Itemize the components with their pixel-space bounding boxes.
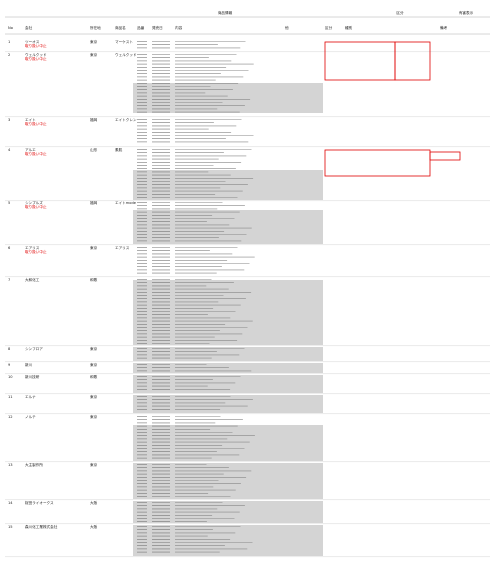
row-no: 9	[8, 363, 11, 367]
column-header: 発売日	[152, 25, 163, 30]
column-header: 区分	[325, 25, 333, 30]
company: 新川	[25, 362, 33, 367]
product: マーケスト	[115, 39, 133, 44]
row-no: 4	[8, 148, 11, 152]
row-no: 11	[8, 395, 13, 399]
location: 東京	[90, 39, 98, 44]
product: エアリス	[115, 245, 130, 250]
column-header: 品番	[137, 25, 145, 30]
shaded-rows	[133, 280, 323, 345]
location: 福岡	[90, 117, 98, 122]
column-header: No	[8, 26, 13, 30]
product: 素肌	[115, 147, 123, 152]
row-no: 2	[8, 53, 10, 57]
company: ノルテ	[25, 414, 36, 419]
shaded-rows	[133, 83, 323, 113]
shaded-rows	[133, 395, 323, 413]
product: エイトmode	[115, 201, 137, 205]
product: エイトクレン	[115, 117, 137, 122]
row-no: 15	[8, 525, 13, 529]
group-header: 有害表示	[459, 10, 474, 15]
group-header: 商品情報	[218, 10, 233, 15]
highlight	[324, 149, 431, 177]
company: シンプルズ	[25, 200, 43, 205]
column-header: 種別	[345, 25, 353, 30]
column-header: 所在地	[90, 25, 101, 30]
company: 桜田ライオークス	[25, 500, 54, 505]
column-header: 内容	[175, 25, 183, 30]
group-header: 区分	[396, 10, 404, 15]
row-no: 3	[8, 118, 10, 122]
location: 和歌	[90, 277, 98, 282]
location: 東京	[90, 462, 98, 467]
row-no: 12	[8, 415, 13, 419]
product: ウェルクッド	[115, 52, 137, 57]
location: 大阪	[90, 524, 98, 529]
company: 大和化工	[25, 277, 40, 282]
company: アルエ	[25, 147, 36, 152]
note: 取り扱い中止	[25, 121, 47, 126]
location: 東京	[90, 394, 98, 399]
note: 取り扱い中止	[25, 43, 47, 48]
row-no: 7	[8, 278, 10, 282]
company: 大主製作所	[25, 462, 43, 467]
column-header: 商品名	[115, 25, 126, 30]
note: 取り扱い中止	[25, 249, 47, 254]
shaded-rows	[133, 375, 323, 393]
company: ウェルクッド	[25, 52, 47, 57]
row-no: 14	[8, 501, 13, 505]
shaded-rows	[133, 425, 323, 461]
row-no: 13	[8, 463, 13, 467]
location: 山形	[90, 147, 98, 152]
company: エルナ	[25, 394, 36, 399]
location: 東京	[90, 362, 98, 367]
row-no: 10	[8, 375, 13, 379]
highlight	[429, 151, 461, 161]
note: 取り扱い中止	[25, 56, 47, 61]
company: エイト	[25, 118, 36, 122]
location: 東京	[90, 414, 98, 419]
shaded-rows	[133, 210, 323, 244]
location: 福岡	[90, 200, 98, 205]
company: シンフロア	[25, 346, 43, 351]
company: エアリス	[25, 245, 40, 250]
column-header: 会社	[25, 25, 33, 30]
company: 新川技研	[25, 374, 40, 379]
shaded-rows	[133, 463, 323, 499]
location: 和歌	[90, 374, 98, 379]
shaded-rows	[133, 347, 323, 361]
location: 東京	[90, 346, 98, 351]
column-header: 備考	[440, 25, 448, 30]
note: 取り扱い中止	[25, 151, 47, 156]
location: 東京	[90, 245, 98, 250]
company: ツーオス	[25, 39, 40, 44]
row-no: 5	[8, 201, 10, 205]
note: 取り扱い中止	[25, 204, 47, 209]
row-no: 6	[8, 246, 11, 250]
location: 大阪	[90, 500, 98, 505]
location: 東京	[90, 52, 98, 57]
shaded-rows	[133, 525, 323, 556]
highlight	[394, 41, 431, 81]
row-no: 1	[8, 40, 10, 44]
row-no: 8	[8, 347, 11, 351]
company: 森川化工業株式会社	[25, 524, 58, 529]
column-header: 他	[285, 25, 289, 30]
